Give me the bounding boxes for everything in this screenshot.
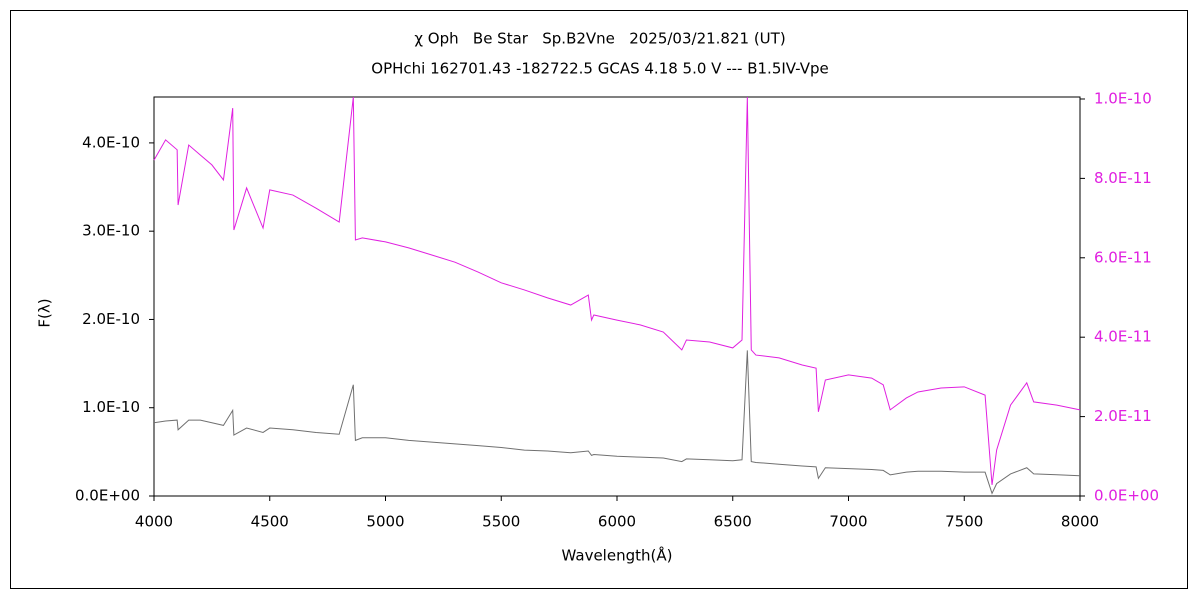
y-tick-label: 1.0E-10: [82, 398, 140, 416]
frame: [10, 10, 1188, 589]
chart-subtitle: OPHchi 162701.43 -182722.5 GCAS 4.18 5.0…: [371, 60, 828, 78]
x-tick-label: 6000: [598, 513, 636, 531]
spectrum-line: [153, 96, 1081, 485]
chart-title: χ Oph Be Star Sp.B2Vne 2025/03/21.821 (U…: [414, 30, 785, 48]
x-tick-label: 7500: [945, 513, 983, 531]
y2-tick-label: 0.0E+00: [1094, 487, 1159, 505]
x-tick-label: 5500: [482, 513, 520, 531]
spectrum-line: [153, 350, 1081, 495]
y2-tick-label: 8.0E-11: [1094, 169, 1152, 187]
x-tick-label: 6500: [714, 513, 752, 531]
x-tick-label: 5000: [366, 513, 404, 531]
x-tick-label: 4000: [135, 513, 173, 531]
y-tick-label: 4.0E-10: [82, 133, 140, 151]
y2-tick-label: 1.0E-10: [1094, 89, 1152, 107]
plot-area: [153, 96, 1081, 497]
x-tick-label: 4500: [251, 513, 289, 531]
y-tick-label: 3.0E-10: [82, 222, 140, 240]
y-axis-label: F(λ): [36, 298, 54, 327]
y2-tick-label: 4.0E-11: [1094, 328, 1152, 346]
y2-tick-label: 6.0E-11: [1094, 248, 1152, 266]
y-tick-label: 0.0E+00: [75, 487, 140, 505]
x-tick-label: 7000: [829, 513, 867, 531]
x-axis-label: Wavelength(Å): [562, 546, 673, 565]
y-tick-label: 2.0E-10: [82, 310, 140, 328]
y2-tick-label: 2.0E-11: [1094, 407, 1152, 425]
x-tick-label: 8000: [1061, 513, 1099, 531]
